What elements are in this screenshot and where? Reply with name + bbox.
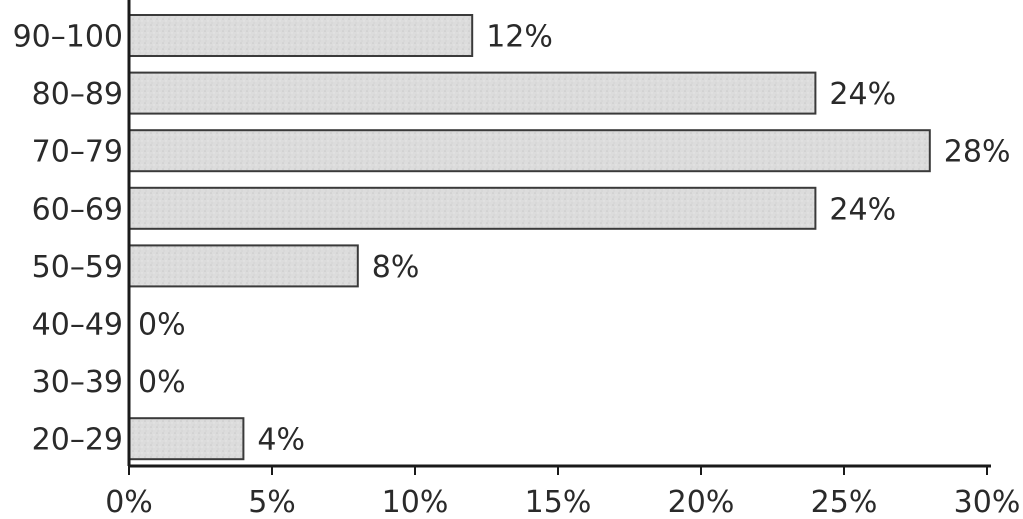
x-tick-label-1: 5% bbox=[248, 485, 296, 519]
x-tick-label-2: 10% bbox=[382, 485, 449, 519]
labels-layer: 90–100 12% 80–89 24% 70–79 28% 60–69 24% 50–59 8%… bbox=[13, 20, 1011, 458]
value-label-5: 0% bbox=[138, 308, 186, 343]
value-label-3: 24% bbox=[829, 192, 896, 227]
x-tick-label-6: 30% bbox=[954, 485, 1021, 519]
value-label-7: 4% bbox=[257, 423, 305, 458]
category-label-0: 90–100 bbox=[13, 20, 123, 55]
bar-4 bbox=[128, 244, 359, 288]
x-tick-label-0: 0% bbox=[105, 485, 153, 519]
value-label-6: 0% bbox=[138, 365, 186, 400]
value-label-4: 8% bbox=[372, 250, 420, 285]
x-tick-label-4: 20% bbox=[668, 485, 735, 519]
category-label-5: 40–49 bbox=[32, 308, 123, 343]
category-label-7: 20–29 bbox=[32, 423, 123, 458]
bar-0 bbox=[128, 14, 474, 57]
bar-1 bbox=[128, 71, 817, 115]
x-tick-label-5: 25% bbox=[811, 485, 878, 519]
category-label-4: 50–59 bbox=[32, 250, 123, 285]
value-label-1: 24% bbox=[829, 77, 896, 112]
axis-layer: 0% 5% 10% 15% 20% 25% 30% bbox=[105, 0, 1020, 519]
category-label-6: 30–39 bbox=[32, 365, 123, 400]
category-label-1: 80–89 bbox=[32, 77, 123, 112]
x-tick-label-3: 15% bbox=[525, 485, 592, 519]
category-label-2: 70–79 bbox=[32, 135, 123, 170]
bar-2 bbox=[128, 129, 931, 173]
bars-layer bbox=[128, 14, 931, 461]
bar-3 bbox=[128, 186, 817, 230]
category-label-3: 60–69 bbox=[32, 192, 123, 227]
value-label-2: 28% bbox=[944, 135, 1011, 170]
bar-7 bbox=[128, 417, 245, 461]
value-label-0: 12% bbox=[486, 20, 553, 55]
